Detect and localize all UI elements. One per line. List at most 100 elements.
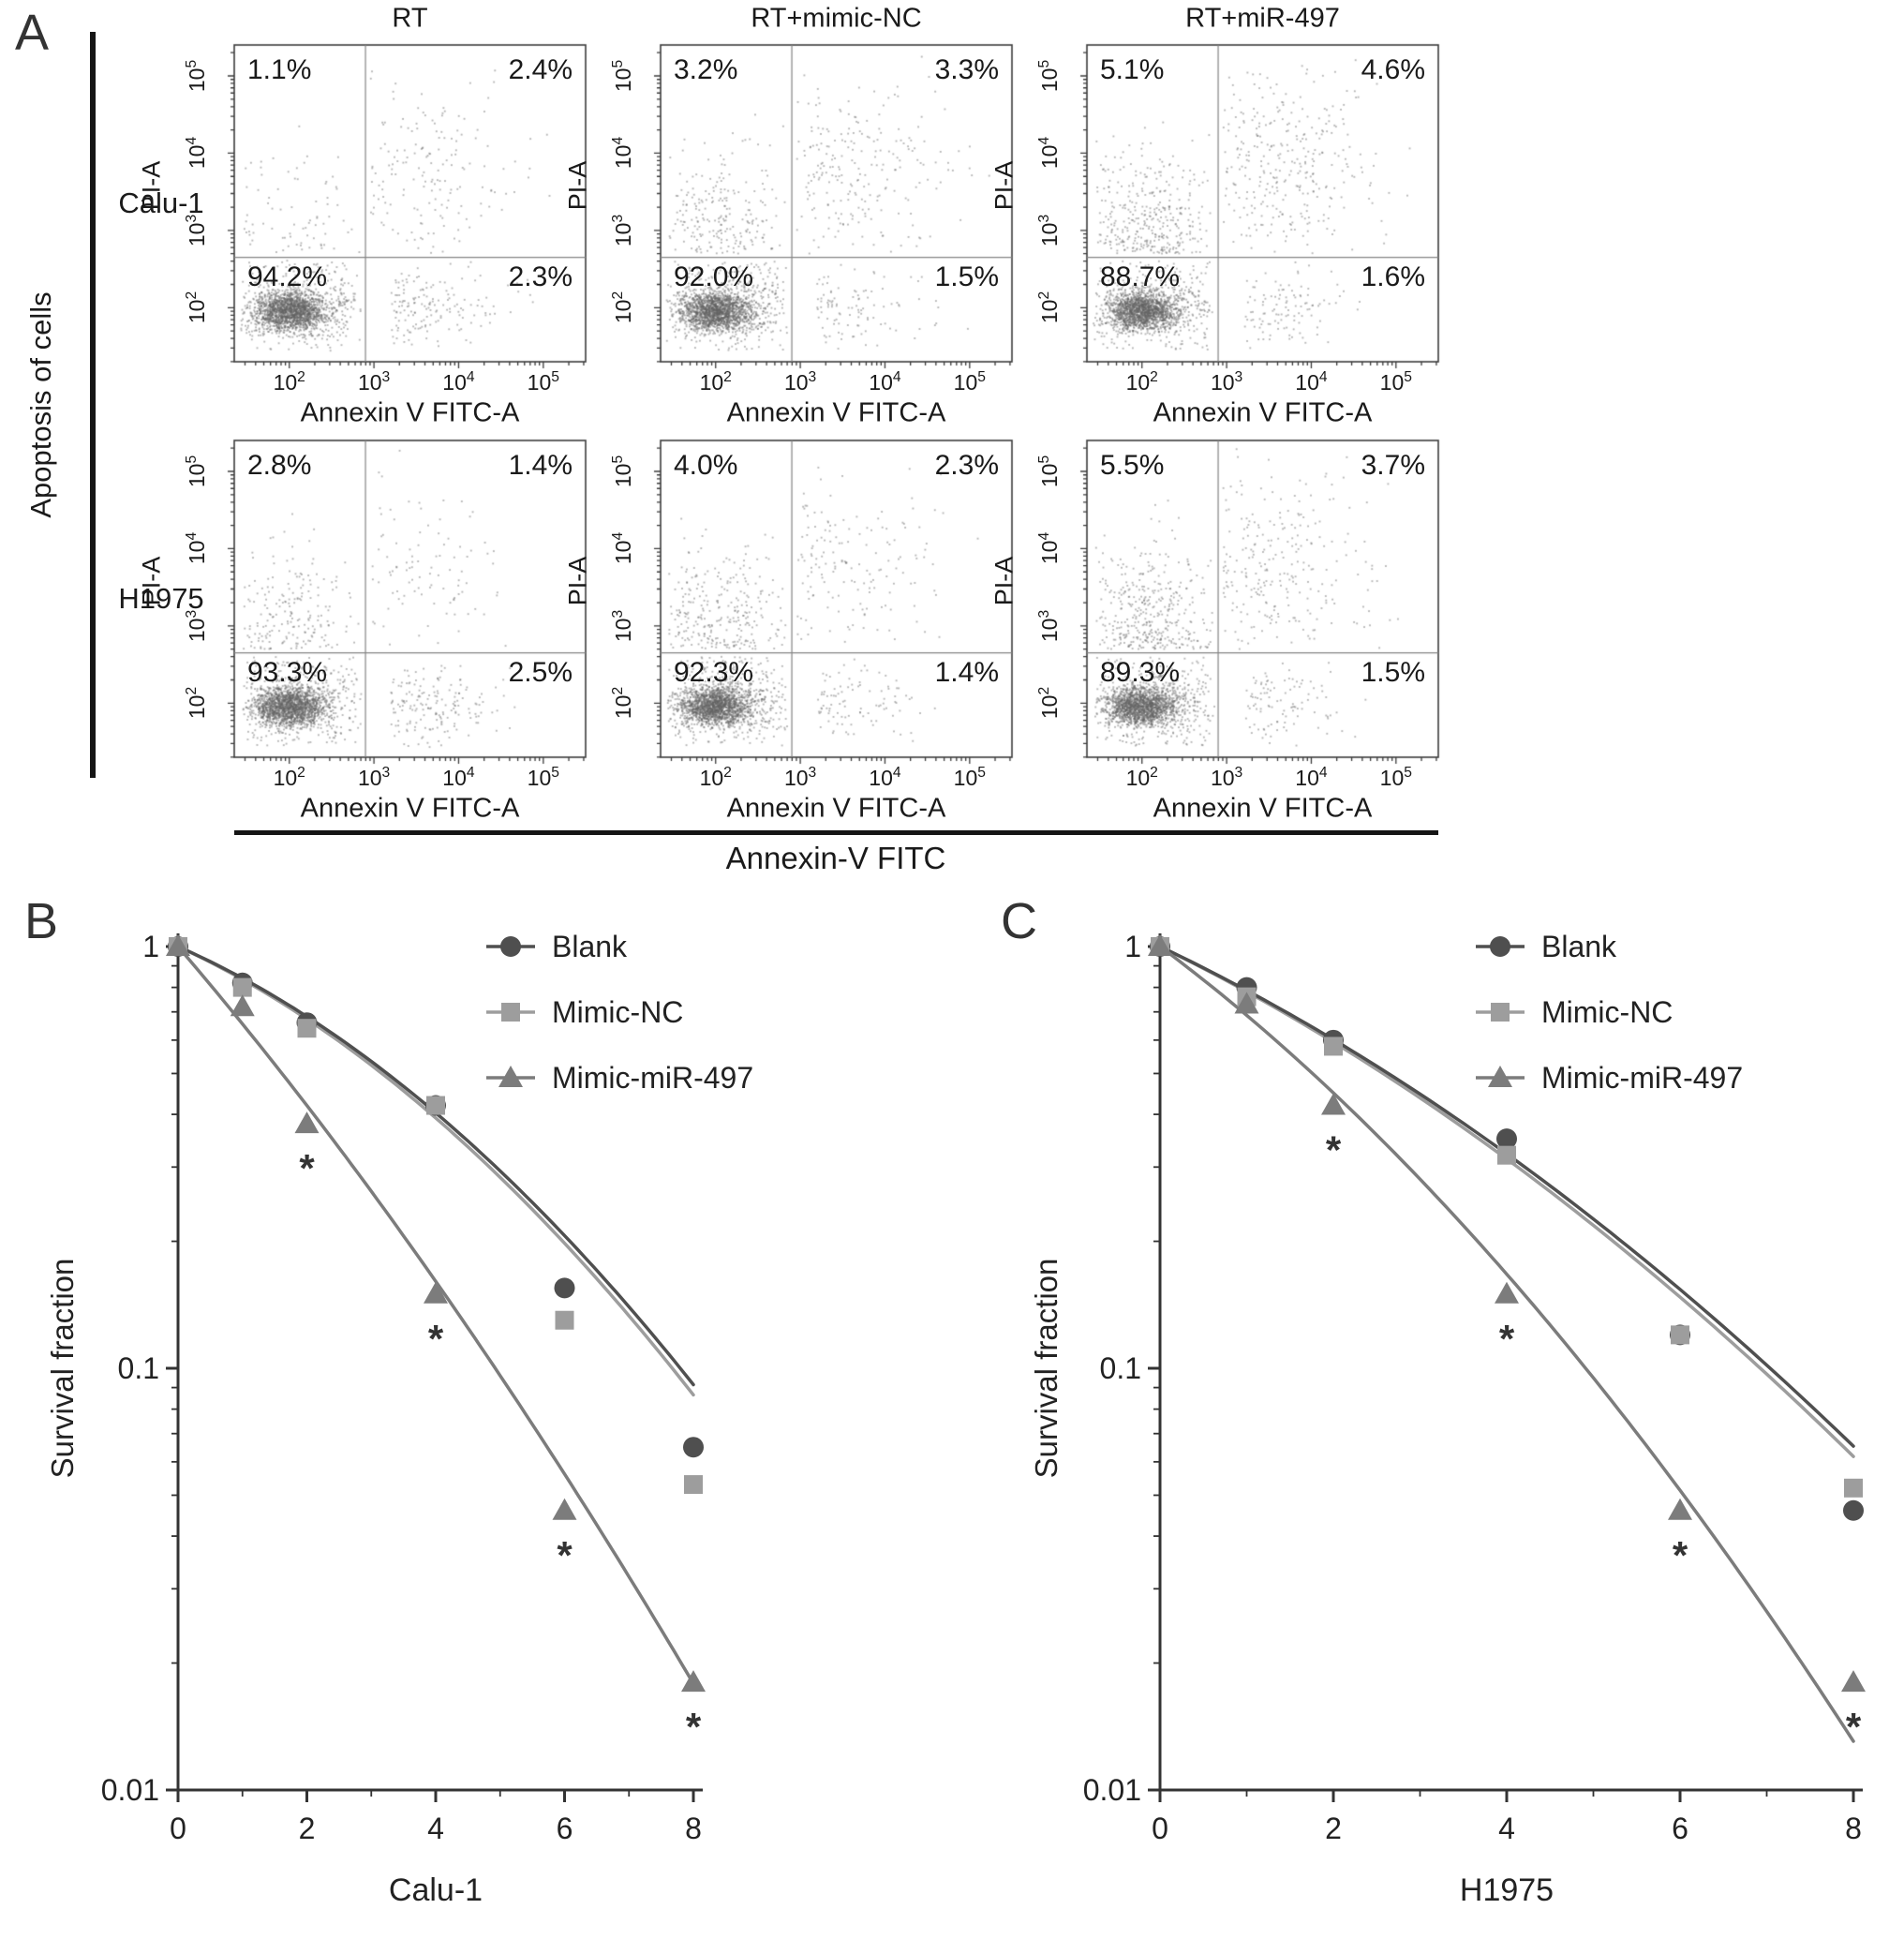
flow-y-axis-label: PI-A [989,160,1019,211]
fit-curve [1158,945,1855,1743]
flow-y-tick-label: 105 [184,59,209,93]
significance-asterisk: * [1326,1128,1342,1172]
significance-asterisk: * [557,1533,573,1577]
survival-chart-h1975: 1 0.1 0.01 0 2 4 6 8 H1975 Survival fraction * * * * B… [1029,930,1866,1908]
circle-marker [1490,936,1510,957]
survival-chart-calu1: 1 0.1 0.01 0 2 4 6 8 Calu-1 Survival fraction * * * *… [45,930,753,1908]
fit-curve [176,945,695,1686]
flow-y-tick-label: 102 [610,687,635,720]
significance-asterisk: * [299,1146,315,1190]
panel-c-label: C [1001,893,1037,949]
triangle-marker [230,994,255,1017]
y-tick-label: 0.1 [1100,1351,1141,1385]
flow-y-tick-label: 102 [184,687,209,720]
flow-x-axis-label: Annexin V FITC-A [1153,397,1373,428]
triangle-marker [1488,1066,1512,1087]
flow-y-tick-label: 103 [184,609,209,642]
flow-y-tick-label: 105 [610,455,635,488]
flow-y-tick-label: 103 [610,609,635,642]
square-marker [426,1096,445,1115]
quadrant-percent-ur: 4.6% [1361,54,1425,85]
triangle-marker [681,1670,706,1693]
x-tick-label: 4 [1498,1812,1515,1845]
flow-x-axis-label: Annexin V FITC-A [1153,793,1373,824]
quadrant-percent-ul: 4.0% [674,450,738,481]
flow-y-tick-label: 102 [1036,291,1062,324]
x-tick-label: 6 [557,1812,573,1845]
flow-x-tick-label: 104 [442,765,475,790]
apoptosis-axis-bar [90,32,96,778]
quadrant-percent-ul: 2.8% [247,450,312,481]
flow-column-title: RT+miR-497 [1185,3,1340,34]
flow-y-tick-label: 104 [1036,532,1062,565]
triangle-marker [1148,934,1172,956]
x-tick-label: 4 [427,1812,444,1845]
x-tick-label: 2 [299,1812,316,1845]
flow-scatter-canvas [1070,39,1446,377]
y-tick-label: 0.1 [118,1351,159,1385]
triangle-marker [424,1281,448,1304]
y-axis-label: Survival fraction [1029,1259,1064,1479]
flow-scatter-canvas [644,435,1019,772]
quadrant-percent-ul: 5.5% [1100,450,1165,481]
square-marker [1497,1145,1516,1165]
flow-y-axis-label: PI-A [563,160,592,211]
flow-x-tick-label: 103 [783,765,817,790]
y-tick-label: 0.01 [101,1773,159,1807]
flow-x-tick-label: 102 [699,765,732,790]
flow-y-tick-label: 104 [1036,137,1062,170]
flow-x-tick-label: 105 [1379,765,1412,790]
square-marker [555,1310,574,1330]
flow-x-tick-label: 104 [442,369,475,395]
y-tick-label: 1 [1124,930,1141,963]
circle-marker [683,1437,704,1458]
flow-y-tick-label: 102 [610,291,635,324]
fit-curve [1158,945,1855,1458]
flow-y-tick-label: 105 [1036,59,1062,93]
flow-y-tick-label: 103 [1036,214,1062,246]
square-marker [1324,1037,1343,1056]
flow-x-tick-label: 105 [527,369,559,395]
flow-x-axis-label: Annexin V FITC-A [726,793,946,824]
legend-label: Mimic-NC [1541,995,1673,1029]
annexin-axis-line [234,830,1438,835]
flow-row-title: Calu-1 [118,186,204,219]
flow-x-tick-label: 103 [1210,369,1243,395]
flow-y-tick-label: 105 [1036,455,1062,488]
quadrant-percent-lr: 2.5% [508,657,573,688]
triangle-marker [498,1066,523,1087]
quadrant-percent-ul: 1.1% [247,54,312,85]
quadrant-percent-ul: 3.2% [674,54,738,85]
circle-marker [500,936,521,957]
quadrant-percent-ll: 88.7% [1100,261,1181,292]
x-axis-label: H1975 [1460,1872,1554,1908]
annexin-axis-label: Annexin-V FITC [725,841,946,875]
square-marker [1844,1478,1863,1498]
quadrant-percent-ur: 3.7% [1361,450,1425,481]
x-tick-label: 0 [170,1812,186,1845]
triangle-marker [1234,992,1259,1014]
flow-y-tick-label: 102 [1036,687,1062,720]
quadrant-percent-lr: 2.3% [508,261,573,292]
legend-label: Mimic-miR-497 [552,1061,753,1095]
flow-x-tick-label: 102 [273,369,305,395]
circle-marker [554,1277,575,1299]
significance-asterisk: * [1846,1705,1862,1749]
legend-label: Blank [552,930,628,963]
quadrant-percent-ll: 92.3% [674,657,754,688]
flow-x-tick-label: 102 [273,765,305,790]
flow-x-axis-label: Annexin V FITC-A [300,397,520,428]
panel-b-label: B [24,893,59,949]
legend-label: Mimic-miR-497 [1541,1061,1743,1095]
quadrant-percent-ll: 94.2% [247,261,328,292]
flow-y-tick-label: 105 [610,59,635,93]
square-marker [1491,1003,1510,1022]
flow-y-axis-label: PI-A [563,556,592,606]
flow-x-tick-label: 103 [1210,765,1243,790]
square-marker [684,1475,703,1495]
quadrant-percent-ll: 89.3% [1100,657,1181,688]
flow-x-tick-label: 103 [357,369,391,395]
flow-x-axis-label: Annexin V FITC-A [726,397,946,428]
flow-y-axis-label: PI-A [989,556,1019,606]
